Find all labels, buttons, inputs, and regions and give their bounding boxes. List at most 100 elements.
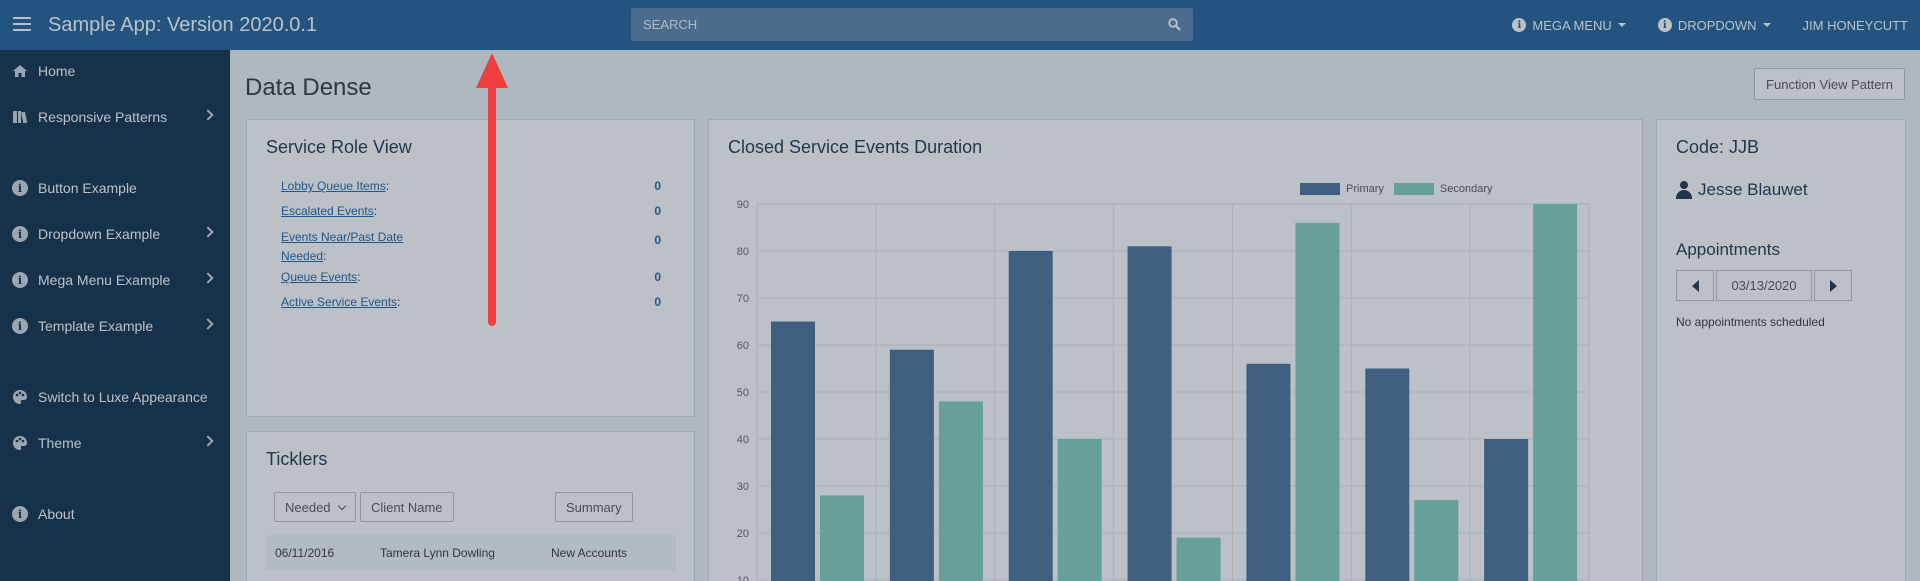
mega-menu-dropdown[interactable]: i MEGA MENU <box>1512 17 1626 33</box>
y-tick-label: 50 <box>737 387 749 399</box>
service-row-value: 0 <box>654 295 661 309</box>
summary-sort-button[interactable]: Summary <box>555 492 633 522</box>
bar-secondary[interactable] <box>1533 204 1578 581</box>
bar-primary[interactable] <box>1365 368 1410 581</box>
bar-secondary[interactable] <box>820 495 864 581</box>
bar-primary[interactable] <box>1246 363 1291 581</box>
prev-date-button[interactable] <box>1676 270 1714 301</box>
sidebar-item-label: About <box>38 506 75 522</box>
search-icon[interactable] <box>1168 18 1181 31</box>
sidebar-item-dropdown-example[interactable]: i Dropdown Example <box>0 219 230 249</box>
user-menu[interactable]: JIM HONEYCUTT <box>1803 18 1908 33</box>
chart-legend: Primary Secondary <box>1300 183 1492 195</box>
bar-secondary[interactable] <box>1057 439 1102 581</box>
sidebar-item-about[interactable]: i About <box>0 499 230 529</box>
service-row: Events Near/Past Date Needed: 0 <box>281 230 661 263</box>
y-tick-label: 10 <box>737 575 749 581</box>
chevron-down-icon <box>337 501 346 510</box>
y-tick-label: 90 <box>737 199 749 211</box>
info-icon: i <box>12 226 28 242</box>
y-tick-label: 60 <box>737 340 749 352</box>
legend-label-secondary: Secondary <box>1439 183 1493 195</box>
code-panel: Code: JJB Jesse Blauwet Appointments No … <box>1656 119 1906 581</box>
dropdown-label: DROPDOWN <box>1677 17 1757 33</box>
y-tick-label: 20 <box>737 528 749 540</box>
info-icon: i <box>12 506 28 522</box>
caret-down-icon <box>1617 23 1626 27</box>
sidebar-item-label: Switch to Luxe Appearance <box>38 389 208 405</box>
sidebar-item-label: Theme <box>38 435 82 451</box>
sidebar-item-switch-luxe[interactable]: Switch to Luxe Appearance <box>0 382 230 412</box>
bar-primary[interactable] <box>771 321 815 581</box>
user-name: JIM HONEYCUTT <box>1802 17 1908 33</box>
ticklers-title: Ticklers <box>266 449 328 469</box>
search-box[interactable] <box>631 8 1193 41</box>
queue-events-link[interactable]: Queue Events <box>281 270 358 284</box>
bar-primary[interactable] <box>889 349 934 581</box>
main-content: Data Dense Function View Pattern Service… <box>230 50 1920 581</box>
service-role-view-title: Service Role View <box>266 137 412 157</box>
no-appointments-text: No appointments scheduled <box>1676 315 1825 329</box>
y-tick-label: 40 <box>737 434 749 446</box>
person-name: Jesse Blauwet <box>1676 180 1808 200</box>
active-service-events-link[interactable]: Active Service Events <box>281 295 398 309</box>
legend-label-primary: Primary <box>1346 183 1384 195</box>
bar-secondary[interactable] <box>1176 537 1221 581</box>
code-title: Code: JJB <box>1676 137 1760 157</box>
sidebar-item-label: Dropdown Example <box>38 226 161 242</box>
y-tick-label: 70 <box>737 293 749 305</box>
events-near-past-date-link[interactable]: Events Near/Past Date Needed <box>281 230 403 263</box>
sidebar-item-button-example[interactable]: i Button Example <box>0 173 230 203</box>
service-row: Active Service Events: 0 <box>281 295 661 309</box>
function-view-pattern-button[interactable]: Function View Pattern <box>1754 68 1905 100</box>
appointments-date-nav <box>1676 270 1852 301</box>
sidebar-item-label: Button Example <box>38 180 137 196</box>
hamburger-menu-icon[interactable] <box>13 17 31 31</box>
sidebar-item-label: Home <box>38 63 76 79</box>
link-line: Events Near/Past Date <box>281 230 404 244</box>
mega-menu-label: MEGA MENU <box>1532 17 1612 33</box>
sidebar-item-home[interactable]: Home <box>0 56 230 86</box>
y-tick-label: 30 <box>737 481 749 493</box>
lobby-queue-items-link[interactable]: Lobby Queue Items <box>281 179 386 193</box>
sidebar-item-mega-menu-example[interactable]: i Mega Menu Example <box>0 265 230 295</box>
bar-primary[interactable] <box>1484 439 1529 581</box>
chevron-right-icon <box>202 109 214 121</box>
header-nav: i MEGA MENU i DROPDOWN JIM HONEYCUTT <box>1512 0 1920 50</box>
sidebar: Home Responsive Patterns i Button Exampl… <box>0 50 230 581</box>
sidebar-item-responsive-patterns[interactable]: Responsive Patterns <box>0 102 230 132</box>
info-icon: i <box>1657 18 1672 32</box>
dropdown-menu[interactable]: i DROPDOWN <box>1657 17 1771 33</box>
bar-chart: 90 80 70 60 50 40 30 20 10 <box>737 199 1590 581</box>
caret-right-icon <box>1829 279 1837 292</box>
info-icon: i <box>12 272 28 288</box>
service-row: Escalated Events: 0 <box>281 204 661 218</box>
sidebar-item-label: Mega Menu Example <box>38 272 171 288</box>
bar-secondary[interactable] <box>938 401 983 581</box>
service-row: Queue Events: 0 <box>281 270 661 284</box>
needed-label: Needed <box>285 499 331 515</box>
next-date-button[interactable] <box>1814 270 1852 301</box>
client-name-sort-button[interactable]: Client Name <box>360 492 454 522</box>
top-bar: Sample App: Version 2020.0.1 i MEGA MENU… <box>0 0 1920 50</box>
table-row[interactable]: 06/11/2016 Tamera Lynn Dowling New Accou… <box>266 535 676 570</box>
info-icon: i <box>12 180 28 196</box>
info-icon: i <box>12 318 28 334</box>
service-row-value: 0 <box>654 204 661 218</box>
appointment-date-input[interactable] <box>1716 270 1812 301</box>
sidebar-item-theme[interactable]: Theme <box>0 428 230 458</box>
escalated-events-link[interactable]: Escalated Events <box>281 204 374 218</box>
info-icon: i <box>1512 18 1527 32</box>
bar-secondary[interactable] <box>1295 222 1340 581</box>
service-row-value: 0 <box>654 270 661 284</box>
sidebar-item-label: Responsive Patterns <box>38 109 168 125</box>
responsive-icon <box>13 111 28 124</box>
bar-secondary[interactable] <box>1414 500 1459 581</box>
sidebar-item-template-example[interactable]: i Template Example <box>0 311 230 341</box>
ticklers-panel: Ticklers Needed Client Name Summary 06/1… <box>246 431 695 581</box>
service-row-value: 0 <box>654 179 661 193</box>
bar-primary[interactable] <box>1008 251 1053 581</box>
search-input[interactable] <box>643 17 1168 32</box>
needed-sort-button[interactable]: Needed <box>274 492 356 522</box>
bar-primary[interactable] <box>1127 246 1172 581</box>
